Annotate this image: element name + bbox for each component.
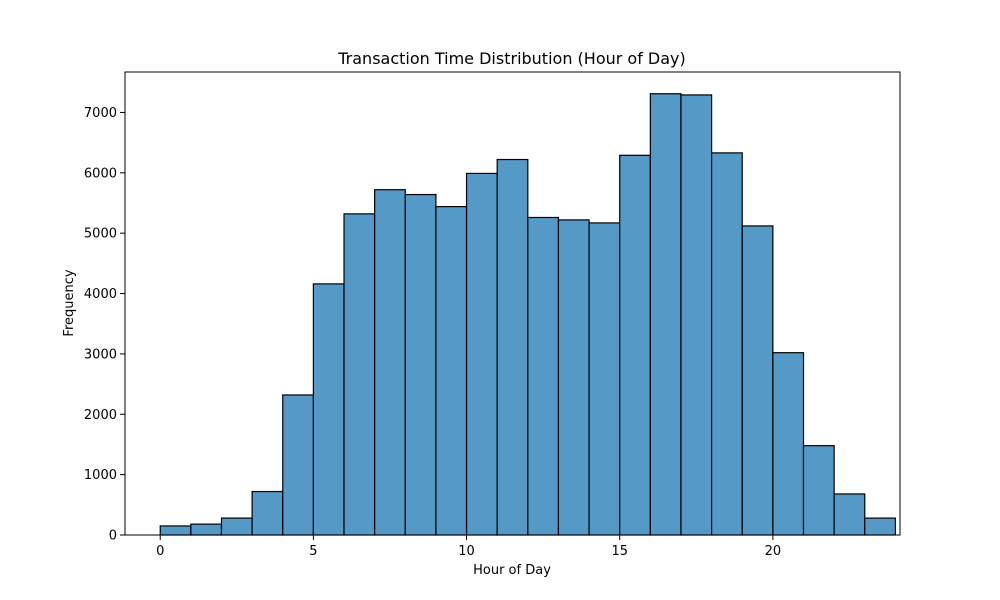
histogram-bar (649, 93, 682, 536)
histogram-bar (465, 172, 498, 536)
y-tick-label: 4000 (84, 287, 117, 302)
y-tick-label: 6000 (84, 166, 117, 181)
y-axis-label: Frequency (62, 269, 77, 336)
x-tick-label: 5 (309, 544, 317, 559)
x-tick-label: 10 (458, 544, 475, 559)
y-tick-label: 5000 (84, 227, 117, 242)
chart-title: Transaction Time Distribution (Hour of D… (337, 49, 686, 68)
histogram-bar (282, 394, 314, 536)
histogram-bar (496, 158, 529, 536)
histogram-bar (220, 517, 253, 536)
histogram-bar (251, 490, 284, 536)
y-tick-label: 0 (109, 529, 117, 544)
histogram-bar (711, 152, 743, 536)
histogram-bar (772, 352, 805, 536)
histogram-bar (619, 154, 651, 536)
histogram-bar (404, 193, 437, 536)
histogram-bar (833, 493, 866, 536)
histogram-bar (557, 219, 590, 536)
y-tick-label: 1000 (84, 468, 117, 483)
histogram-bar (527, 216, 560, 536)
histogram-bar (741, 225, 774, 536)
bars-group (159, 93, 897, 536)
histogram-bar (312, 283, 345, 536)
histogram-bar (864, 517, 897, 536)
x-tick-label: 15 (611, 544, 628, 559)
histogram-bar (159, 525, 192, 536)
histogram-bar (343, 213, 376, 536)
x-tick-label: 20 (765, 544, 782, 559)
x-axis-label: Hour of Day (473, 563, 551, 578)
plot-frame (124, 71, 901, 536)
histogram-bar (190, 523, 223, 536)
histogram-bar (802, 445, 835, 536)
histogram-bar (435, 206, 468, 536)
y-tick-label: 2000 (84, 408, 117, 423)
y-axis-ticks: 0 1000 2000 3000 4000 5000 6000 7000 (84, 106, 125, 544)
histogram-bar (680, 94, 713, 536)
x-axis-ticks: 0 5 10 15 20 (156, 535, 781, 559)
y-tick-label: 3000 (84, 347, 117, 362)
histogram-bar (588, 222, 621, 536)
histogram-bar (374, 189, 406, 536)
x-tick-label: 0 (156, 544, 164, 559)
y-tick-label: 7000 (84, 106, 117, 121)
